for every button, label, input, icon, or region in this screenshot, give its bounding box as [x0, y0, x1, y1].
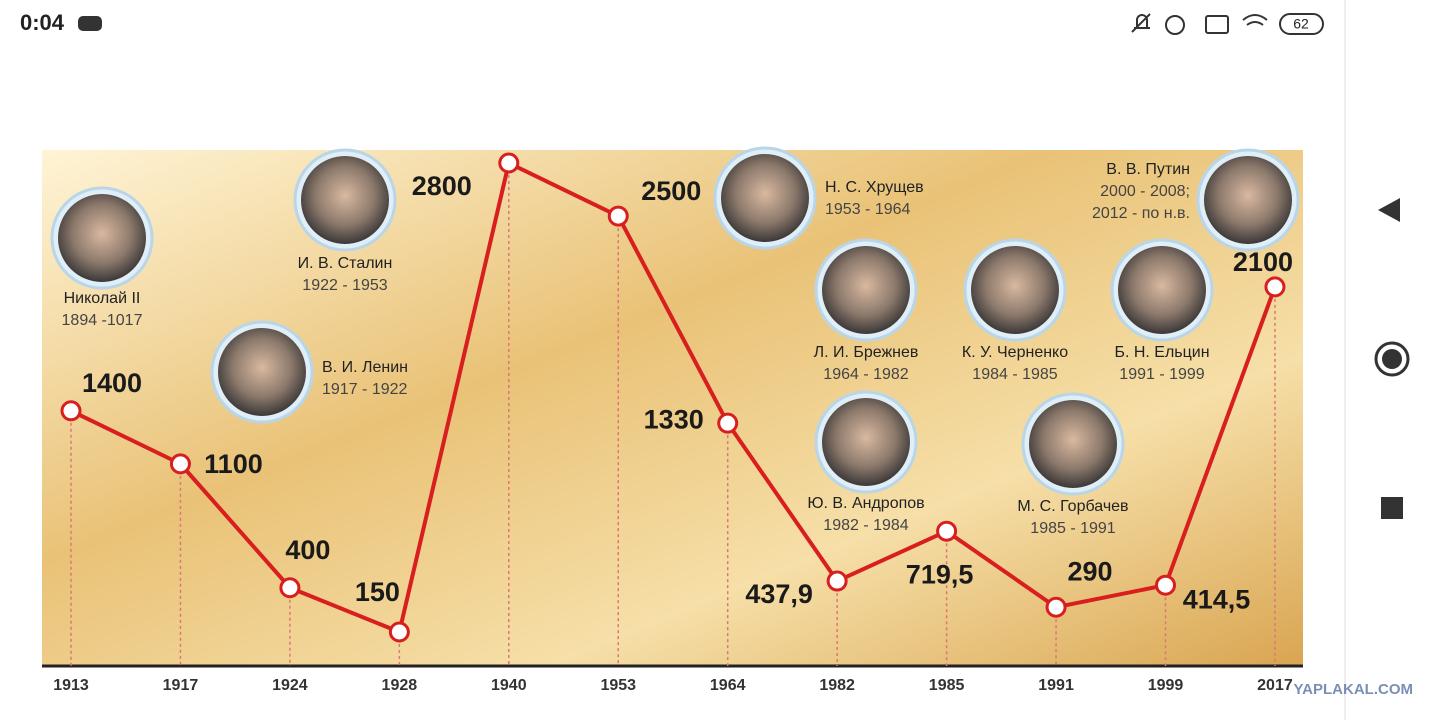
value-label: 1400	[82, 368, 142, 398]
leader-name: М. С. Горбачев	[1017, 498, 1128, 515]
value-label: 719,5	[906, 559, 974, 589]
value-label: 2100	[1233, 247, 1293, 277]
portrait	[1118, 246, 1206, 334]
leader-name: И. В. Сталин	[298, 255, 393, 272]
leader-years: 1982 - 1984	[823, 517, 909, 534]
value-label: 1100	[204, 449, 263, 479]
leader-name: Николай II	[64, 290, 141, 307]
point	[498, 152, 520, 174]
portrait	[971, 246, 1059, 334]
portrait	[218, 328, 306, 416]
leader-years: 1985 - 1991	[1030, 520, 1116, 537]
portrait	[301, 156, 389, 244]
leader-name: Л. И. Брежнев	[814, 344, 919, 361]
x-tick-label: 1991	[1038, 677, 1074, 694]
x-tick-label: 2017	[1257, 677, 1293, 694]
chart: 1913 1917 1924 1928 1940 1953 1964 1982 1985 1991…	[42, 146, 1303, 694]
point	[1264, 276, 1286, 298]
point	[607, 205, 629, 227]
leader-years: 2000 - 2008;	[1100, 183, 1190, 200]
x-tick-label: 1924	[272, 677, 308, 694]
x-tick-label: 1917	[163, 677, 199, 694]
value-label: 150	[355, 577, 400, 607]
leader-name: Н. С. Хрущев	[825, 179, 924, 196]
value-label: 437,9	[745, 579, 813, 609]
value-label: 414,5	[1183, 584, 1251, 614]
point	[279, 577, 301, 599]
leader-name: В. И. Ленин	[322, 359, 408, 376]
portrait	[58, 194, 146, 282]
value-label: 400	[285, 535, 330, 565]
value-label: 2500	[641, 176, 701, 206]
value-label: 290	[1068, 556, 1113, 586]
leader-name: В. В. Путин	[1106, 161, 1190, 178]
leader-years: 1991 - 1999	[1119, 366, 1205, 383]
home-button[interactable]	[1374, 341, 1410, 377]
leader-years: 1984 - 1985	[972, 366, 1058, 383]
portrait	[1204, 156, 1292, 244]
point	[388, 621, 410, 643]
leader-years: 1964 - 1982	[823, 366, 909, 383]
leader-name: Б. Н. Ельцин	[1114, 344, 1209, 361]
x-tick-label: 1985	[929, 677, 965, 694]
series-line	[70, 161, 1277, 634]
status-time: 0:04	[20, 10, 65, 35]
back-button[interactable]	[1378, 198, 1400, 222]
point	[1155, 574, 1176, 596]
leader-years: 1917 - 1922	[322, 381, 408, 398]
portrait	[822, 246, 910, 334]
x-tick-label: 1928	[382, 677, 418, 694]
point	[826, 570, 848, 592]
leader-name: Ю. В. Андропов	[807, 495, 924, 512]
portrait	[721, 154, 809, 242]
x-tick-label: 1913	[53, 677, 89, 694]
x-tick-label: 1964	[710, 677, 746, 694]
leader-years: 1894 -1017	[62, 312, 143, 329]
x-tick-label: 1999	[1148, 677, 1184, 694]
x-tick-label: 1940	[491, 677, 527, 694]
recents-button[interactable]	[1381, 497, 1403, 519]
battery-level: 62	[1293, 16, 1309, 32]
portrait	[822, 398, 910, 486]
point	[60, 400, 82, 422]
portrait	[1029, 400, 1117, 488]
point	[717, 412, 739, 434]
leader-years: 2012 - по н.в.	[1092, 205, 1190, 222]
status-icons	[1131, 13, 1324, 35]
x-tick-label: 1953	[600, 677, 636, 694]
point	[936, 520, 958, 542]
x-tick-label: 1982	[819, 677, 855, 694]
leader-name: К. У. Черненко	[962, 344, 1068, 361]
value-label: 2800	[412, 171, 472, 201]
point	[1045, 596, 1067, 618]
point	[169, 453, 191, 475]
game-icon	[78, 16, 102, 31]
watermark: YAPLAKAL.COM	[1294, 681, 1413, 698]
value-label: 1330	[644, 404, 704, 434]
leader-years: 1953 - 1964	[825, 201, 911, 218]
leader-years: 1922 - 1953	[302, 277, 388, 294]
